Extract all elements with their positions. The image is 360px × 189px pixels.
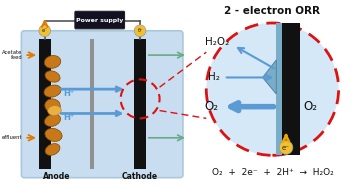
Text: O₂: O₂ — [204, 100, 218, 113]
Circle shape — [206, 23, 339, 155]
Text: e⁻: e⁻ — [282, 145, 290, 150]
FancyBboxPatch shape — [75, 11, 125, 29]
Text: Acetate
feed: Acetate feed — [2, 50, 22, 60]
Ellipse shape — [45, 71, 60, 82]
Ellipse shape — [45, 128, 62, 141]
FancyBboxPatch shape — [21, 31, 183, 178]
Bar — [282, 23, 300, 155]
Ellipse shape — [44, 85, 61, 97]
Ellipse shape — [44, 56, 61, 68]
Text: H⁺: H⁺ — [63, 113, 75, 122]
Ellipse shape — [48, 106, 61, 115]
Text: Power supply: Power supply — [76, 18, 123, 22]
Bar — [90, 39, 94, 169]
Text: H₂O₂: H₂O₂ — [205, 37, 230, 47]
Text: 2 - electron ORR: 2 - electron ORR — [224, 6, 320, 16]
Text: effluent: effluent — [2, 135, 22, 140]
Text: O₂  +  2e⁻  +  2H⁺  →  H₂O₂: O₂ + 2e⁻ + 2H⁺ → H₂O₂ — [212, 168, 333, 177]
Text: θ⁻: θ⁻ — [137, 28, 143, 33]
Text: H⁺: H⁺ — [63, 88, 75, 98]
Ellipse shape — [45, 114, 60, 126]
Text: H₂: H₂ — [208, 72, 220, 82]
Text: Anode: Anode — [43, 172, 70, 181]
Text: Cathode: Cathode — [122, 172, 158, 181]
Polygon shape — [263, 60, 276, 94]
Text: O₂: O₂ — [303, 100, 318, 113]
Circle shape — [134, 25, 146, 37]
Ellipse shape — [45, 144, 60, 155]
Text: e⁻: e⁻ — [42, 28, 48, 33]
Bar — [39, 39, 51, 169]
Bar — [134, 39, 146, 169]
Circle shape — [39, 25, 51, 37]
Ellipse shape — [45, 99, 60, 112]
Circle shape — [279, 141, 293, 154]
Bar — [276, 23, 283, 155]
